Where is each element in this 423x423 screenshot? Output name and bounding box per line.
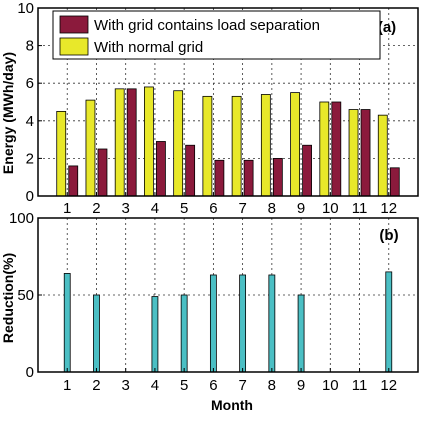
x-tick-label-energy-9: 10 — [322, 200, 339, 217]
x-tick-label-energy-7: 8 — [268, 200, 276, 217]
x-tick-label-reduction-11: 12 — [380, 377, 397, 394]
bar-energy-series0-month-1 — [56, 111, 67, 197]
bar-energy-series1-month-7 — [243, 159, 254, 197]
bar-energy-series0-month-7 — [231, 95, 242, 197]
bar-energy-series1-month-11 — [360, 109, 371, 197]
x-axis-label-month: Month — [211, 397, 253, 413]
x-tick-label-reduction-1: 2 — [92, 377, 100, 394]
bars-energy — [56, 86, 400, 197]
bar-reduction-series0-month-4 — [151, 296, 159, 373]
x-tick-label-energy-0: 1 — [63, 200, 71, 217]
bar-reduction-series0-month-2 — [93, 294, 100, 373]
bar-energy-series1-month-1 — [68, 165, 79, 197]
bar-energy-series0-month-3 — [114, 88, 125, 197]
y-tick-label-energy-1: 2 — [26, 150, 34, 167]
x-tick-label-energy-8: 9 — [297, 200, 305, 217]
y-tick-label-reduction-1: 50 — [17, 287, 34, 304]
x-tick-label-energy-4: 5 — [180, 200, 188, 217]
bar-energy-series1-month-9 — [302, 144, 312, 197]
panel-label-a: (a) — [378, 19, 396, 36]
bar-energy-series0-month-2 — [85, 99, 96, 197]
y-tick-label-energy-5: 10 — [17, 0, 34, 17]
bar-energy-series0-month-5 — [173, 90, 184, 197]
legend-swatch-load-separation — [59, 15, 89, 34]
x-tick-label-reduction-5: 6 — [209, 377, 217, 394]
bar-energy-series0-month-4 — [144, 86, 154, 197]
bar-reduction-series0-month-7 — [239, 274, 247, 373]
bar-reduction-series0-month-6 — [209, 274, 217, 373]
bar-energy-series1-month-10 — [331, 101, 342, 197]
x-tick-label-reduction-0: 1 — [63, 377, 71, 394]
bar-energy-series1-month-5 — [185, 144, 196, 197]
x-tick-label-energy-2: 3 — [122, 200, 130, 217]
bar-energy-series0-month-11 — [348, 109, 359, 197]
x-tick-label-energy-1: 2 — [92, 200, 100, 217]
bar-reduction-series0-month-8 — [268, 274, 276, 373]
y-tick-label-energy-2: 4 — [26, 113, 34, 130]
bar-energy-series1-month-4 — [156, 141, 166, 197]
bars-reduction — [63, 271, 393, 373]
y-tick-label-energy-0: 0 — [26, 188, 34, 205]
bar-reduction-series0-month-9 — [297, 294, 305, 373]
bar-energy-series0-month-9 — [290, 92, 300, 197]
x-tick-label-reduction-10: 11 — [352, 377, 368, 394]
y-tick-label-energy-4: 8 — [26, 38, 34, 55]
y-axis-label-reduction: Reduction(%) — [0, 253, 16, 343]
y-tick-label-energy-3: 6 — [26, 75, 34, 92]
bar-energy-series1-month-6 — [214, 159, 225, 197]
bar-reduction-series0-month-12 — [385, 271, 393, 373]
x-tick-label-reduction-2: 3 — [122, 377, 130, 394]
y-ticks-energy: 0 2 4 6 8 10 — [17, 0, 42, 205]
y-tick-label-reduction-0: 0 — [26, 364, 34, 381]
x-tick-label-reduction-6: 7 — [238, 377, 246, 394]
legend: With grid contains load separation With … — [52, 10, 381, 60]
x-tick-label-reduction-3: 4 — [151, 377, 159, 394]
legend-box — [52, 10, 381, 60]
legend-label-load-separation: With grid contains load separation — [94, 17, 320, 34]
y-tick-label-reduction-2: 100 — [9, 210, 34, 227]
bar-energy-series1-month-3 — [126, 88, 137, 197]
bar-energy-series1-month-8 — [272, 157, 283, 197]
legend-label-normal-grid: With normal grid — [94, 39, 203, 56]
y-ticks-reduction: 0 50 100 — [9, 210, 42, 381]
bar-energy-series1-month-12 — [389, 167, 400, 197]
x-tick-label-reduction-4: 5 — [180, 377, 188, 394]
x-tick-label-energy-5: 6 — [209, 200, 217, 217]
axes-frame-energy — [37, 7, 419, 197]
x-tick-label-energy-3: 4 — [151, 200, 159, 217]
bar-energy-series0-month-8 — [260, 94, 271, 197]
x-tick-label-energy-6: 7 — [238, 200, 246, 217]
bar-reduction-series0-month-1 — [63, 273, 71, 373]
x-tick-label-reduction-7: 8 — [268, 377, 276, 394]
x-tick-label-energy-11: 12 — [380, 200, 397, 217]
x-ticks-energy: 1 2 3 4 5 6 7 8 9 10 11 12 — [63, 192, 397, 217]
x-tick-label-energy-10: 11 — [352, 200, 368, 217]
bar-reduction-series0-month-5 — [180, 294, 188, 373]
x-ticks-reduction: 1 2 3 4 5 6 7 8 9 10 11 12 — [63, 368, 397, 394]
panel-label-b: (b) — [379, 227, 398, 244]
y-axis-label-energy: Energy (MWh/day) — [0, 52, 16, 174]
x-tick-label-reduction-9: 10 — [322, 377, 339, 394]
legend-swatch-normal-grid — [59, 37, 89, 56]
bar-energy-series0-month-6 — [202, 95, 213, 197]
bar-energy-series0-month-12 — [377, 114, 388, 197]
x-tick-label-reduction-8: 9 — [297, 377, 305, 394]
bar-energy-series1-month-2 — [97, 148, 108, 197]
bar-energy-series0-month-10 — [319, 101, 330, 197]
